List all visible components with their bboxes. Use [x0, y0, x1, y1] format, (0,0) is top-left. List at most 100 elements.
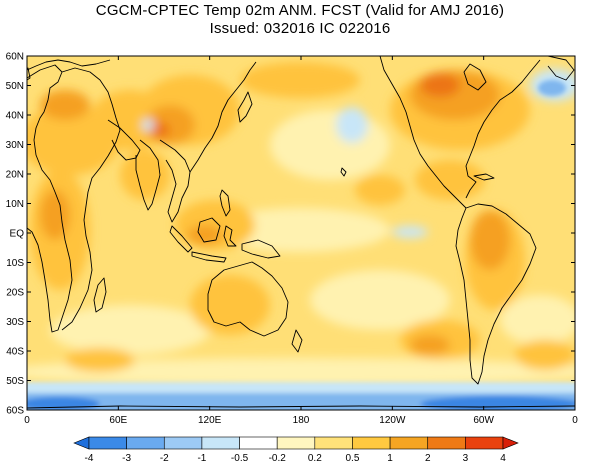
anomaly-warm-india: [120, 150, 170, 200]
colorbar-label: 4: [500, 453, 506, 464]
coastline-hawaii: [340, 167, 347, 177]
coastline-java: [191, 251, 227, 263]
lat-label: EQ: [10, 229, 25, 240]
coastline-namerica-west: [379, 56, 467, 209]
colorbar-swatch: [163, 436, 203, 450]
lat-label: 40N: [6, 111, 24, 122]
colorbar-label: -4: [85, 453, 94, 464]
colorbar-swatch-min: [73, 436, 90, 450]
colorbar-swatch: [239, 436, 278, 450]
anomaly-warm-indian: [65, 348, 135, 372]
lon-label: 60E: [109, 415, 127, 426]
lon-label: 180: [293, 415, 310, 426]
colorbar-label: -0.5: [231, 453, 249, 464]
lat-label: 30N: [6, 140, 24, 151]
lat-label: 50N: [6, 81, 24, 92]
coastline-hudson: [463, 63, 487, 91]
colorbar-label: 2: [425, 453, 431, 464]
coastline-africa-east: [61, 67, 121, 331]
coastline-europe: [27, 59, 111, 71]
colorbar-label: 3: [463, 453, 469, 464]
anomaly-warm-central-america: [415, 160, 485, 200]
colorbar-swatch: [88, 436, 127, 450]
colorbar-label: 0.2: [308, 453, 322, 464]
anomaly-light-southern: [27, 358, 575, 386]
lat-label: 20S: [6, 288, 24, 299]
colorbar-swatch: [201, 436, 240, 450]
colorbar-label: -3: [122, 453, 131, 464]
anomaly-warmer-samerica: [470, 210, 510, 270]
anomaly-hot-asia: [150, 122, 170, 138]
colorbar-swatch: [276, 436, 316, 450]
colorbar-label: -1: [197, 453, 206, 464]
lat-label: 30S: [6, 317, 24, 328]
coastline-greenland: [547, 56, 575, 81]
coastline-newguinea: [241, 239, 281, 259]
lon-label: 0: [572, 415, 578, 426]
anomaly-cool-eqpacific: [392, 226, 428, 238]
anomaly-cool-asia: [142, 119, 154, 131]
colorbar-label: -2: [160, 453, 169, 464]
lon-label: 120E: [198, 415, 222, 426]
colorbar-swatch: [352, 436, 391, 450]
coastline-arabia: [107, 119, 141, 161]
coastline-sulawesi: [223, 225, 237, 247]
coastline-madagascar: [93, 277, 107, 313]
lat-label: 60N: [6, 52, 24, 63]
anomaly-warmer-spac: [410, 335, 450, 355]
coastline-africa: [27, 64, 73, 333]
anomaly-warm-arabian: [240, 62, 360, 98]
anomaly-hot-namerica: [420, 73, 460, 97]
lon-label: 0: [24, 415, 30, 426]
coastline-seasia: [159, 139, 191, 223]
coastline-japan: [237, 91, 253, 123]
anomaly-cold-natlantic: [538, 80, 566, 96]
anomaly-light-sindian: [50, 305, 210, 355]
lat-label: 10N: [6, 199, 24, 210]
lat-label: 60S: [6, 406, 24, 417]
coastline-borneo: [197, 217, 221, 243]
anomaly-cool-npacific: [336, 107, 368, 143]
lat-label: 20N: [6, 170, 24, 181]
anomaly-warm-australia: [190, 275, 270, 335]
coastline-australia: [207, 261, 289, 337]
lat-label: 50S: [6, 376, 24, 387]
coastline-sumatra: [169, 225, 193, 253]
anomaly-light-satlantic: [500, 295, 575, 345]
coastline-cuba: [473, 173, 495, 181]
coastline-eastasia: [189, 61, 257, 173]
anomaly-warmer-nafrica: [40, 90, 90, 120]
anomaly-light-npacific: [270, 110, 390, 180]
lat-label: 10S: [6, 258, 24, 269]
latitude-axis: 60N 50N 40N 30N 20N 10N EQ 10S 20S 30S 40S 50S 60S: [6, 52, 575, 417]
longitude-axis: 0 60E 120E 180 120W 60W 0: [24, 56, 578, 426]
coastline-philippines: [219, 189, 231, 217]
coastline-samerica: [455, 203, 537, 385]
coastline-india: [135, 139, 161, 211]
anomaly-warm-npacific2: [355, 175, 405, 205]
coastline-namerica-east: [465, 59, 541, 199]
map-subtitle: Issued: 032016 IC 022016: [209, 20, 391, 37]
map-title: CGCM-CPTEC Temp 02m ANM. FCST (Valid for…: [95, 2, 505, 19]
colorbar-swatch: [314, 436, 353, 450]
colorbar-label: 1: [387, 453, 393, 464]
colorbar-swatch: [126, 436, 165, 450]
colorbar-swatch-max: [502, 436, 519, 450]
lon-label: 60W: [473, 415, 494, 426]
colorbar-swatch: [427, 436, 466, 450]
colorbar: -4 -3 -2 -1 -0.5 -0.2 0.2 0.5 1 2 3 4: [73, 436, 519, 464]
colorbar-swatch: [465, 436, 504, 450]
colorbar-swatch: [389, 436, 429, 450]
anomaly-light-spacific: [310, 270, 450, 330]
coastline-antarctica: [27, 405, 575, 409]
anomaly-warmer-africa: [40, 190, 70, 240]
lat-label: 40S: [6, 347, 24, 358]
colorbar-label: -0.2: [269, 453, 287, 464]
coastline-newzealand: [291, 329, 303, 353]
anomaly-warm-satlantic2: [515, 340, 575, 370]
lon-label: 120W: [379, 415, 406, 426]
anomaly-coldest-southern-west: [27, 397, 100, 410]
colorbar-label: 0.5: [346, 453, 360, 464]
coastline-britain: [27, 67, 31, 81]
